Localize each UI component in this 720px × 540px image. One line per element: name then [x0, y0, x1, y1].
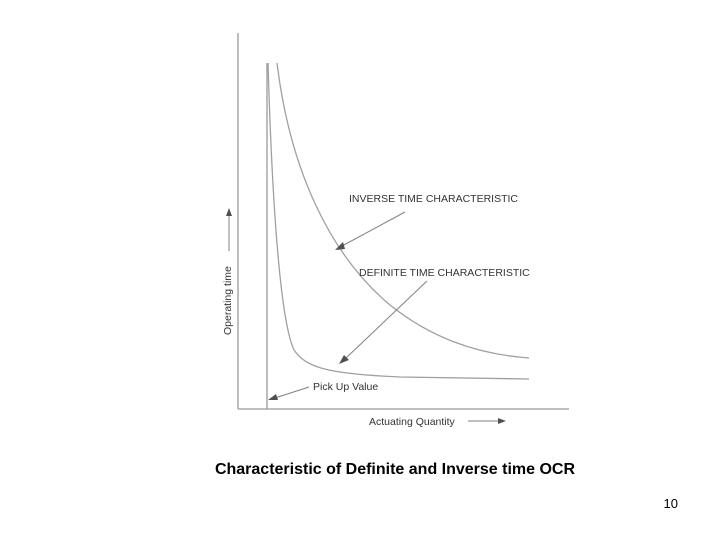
- x-axis-direction-arrow: [498, 418, 506, 424]
- pickup-pointer: [274, 386, 310, 399]
- inverse-time-curve: [276, 62, 530, 359]
- definite-pointer: [345, 280, 428, 359]
- pickup-pointer-arrow: [268, 394, 278, 400]
- pickup-value-label: Pick Up Value: [313, 381, 378, 393]
- y-axis-direction-arrow: [226, 208, 232, 216]
- inverse-pointer: [341, 211, 406, 247]
- definite-pointer-arrow: [339, 355, 349, 364]
- definite-time-curve: [267, 62, 530, 380]
- x-axis-label: Actuating Quantity: [369, 416, 456, 428]
- page-number: 10: [663, 496, 678, 511]
- y-axis-label: Operating time: [222, 266, 234, 335]
- inverse-time-label: INVERSE TIME CHARACTERISTIC: [349, 193, 518, 205]
- definite-time-label: DEFINITE TIME CHARACTERISTIC: [359, 267, 530, 279]
- figure-caption: Characteristic of Definite and Inverse t…: [214, 461, 576, 478]
- inverse-pointer-arrow: [335, 242, 345, 250]
